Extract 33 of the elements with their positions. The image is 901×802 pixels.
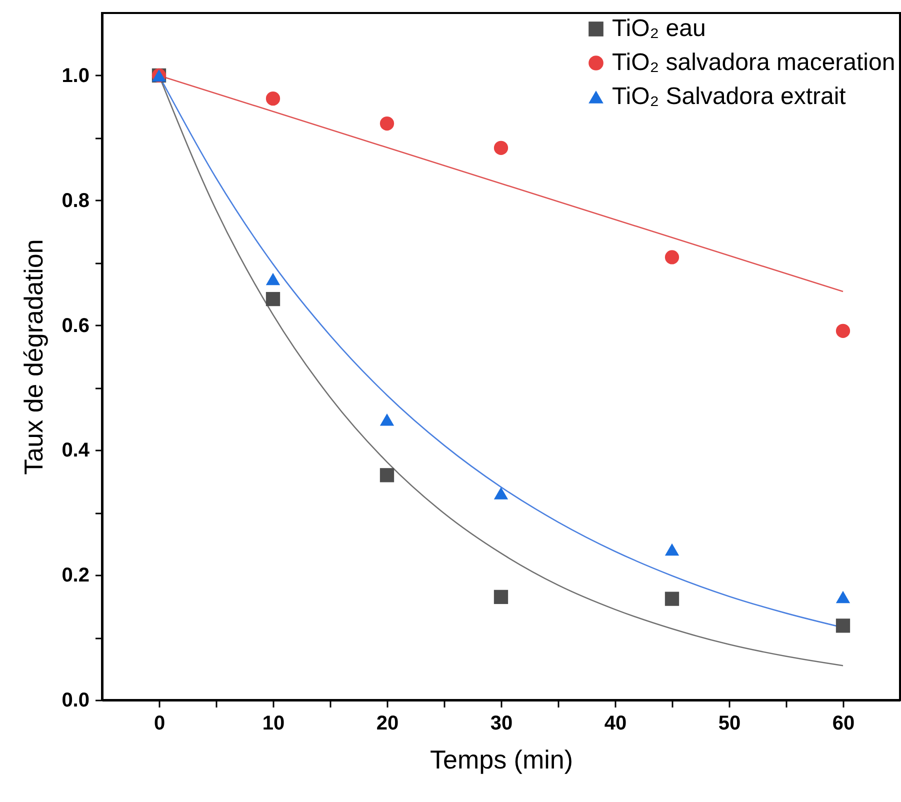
- point: [836, 618, 850, 633]
- point: [664, 250, 680, 264]
- x-axis-title: Temps (min): [430, 744, 574, 774]
- y-axis-title: Taux de dégradation: [18, 239, 49, 475]
- y-tick-label: 0.4: [62, 440, 90, 462]
- legend-label: TiO₂ salvadora maceration: [612, 49, 896, 76]
- x-tick-label: 30: [490, 712, 513, 734]
- point: [494, 140, 508, 155]
- x-tick-label: 50: [718, 712, 741, 734]
- point: [380, 116, 394, 131]
- x-tick-label: 0: [154, 712, 166, 734]
- x-tick-label: 10: [262, 712, 285, 734]
- point: [266, 292, 280, 306]
- point: [494, 590, 508, 604]
- point: [494, 487, 508, 500]
- point: [266, 92, 280, 106]
- point: [380, 468, 394, 482]
- y-tick-label: 0.8: [62, 190, 90, 212]
- point: [266, 272, 280, 286]
- point: [664, 543, 680, 556]
- y-tick-label: 0.6: [62, 314, 90, 337]
- x-tick-label: 20: [376, 712, 399, 734]
- x-tick-label: 60: [832, 712, 855, 734]
- legend-label: TiO₂ eau: [612, 15, 706, 42]
- point: [664, 592, 680, 606]
- point: [836, 590, 850, 604]
- y-tick-label: 0.2: [62, 564, 90, 587]
- y-tick-label: 0.0: [62, 690, 90, 712]
- x-tick-label: 40: [604, 712, 627, 734]
- legend-label: TiO₂ Salvadora extrait: [612, 83, 846, 110]
- y-tick-label: 1.0: [62, 64, 90, 87]
- point: [836, 324, 850, 338]
- point: [380, 413, 394, 426]
